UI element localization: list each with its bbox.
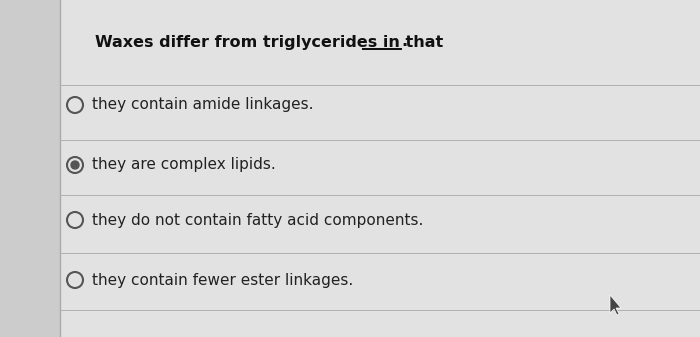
Text: they contain amide linkages.: they contain amide linkages. <box>92 97 314 113</box>
Text: they contain fewer ester linkages.: they contain fewer ester linkages. <box>92 273 354 287</box>
Text: _____.: _____. <box>362 35 408 50</box>
Polygon shape <box>610 295 621 315</box>
Bar <box>0 0 60 337</box>
Text: they are complex lipids.: they are complex lipids. <box>92 157 276 173</box>
Circle shape <box>71 161 79 169</box>
Text: they do not contain fatty acid components.: they do not contain fatty acid component… <box>92 213 424 227</box>
Text: Waxes differ from triglycerides in that: Waxes differ from triglycerides in that <box>95 35 449 50</box>
